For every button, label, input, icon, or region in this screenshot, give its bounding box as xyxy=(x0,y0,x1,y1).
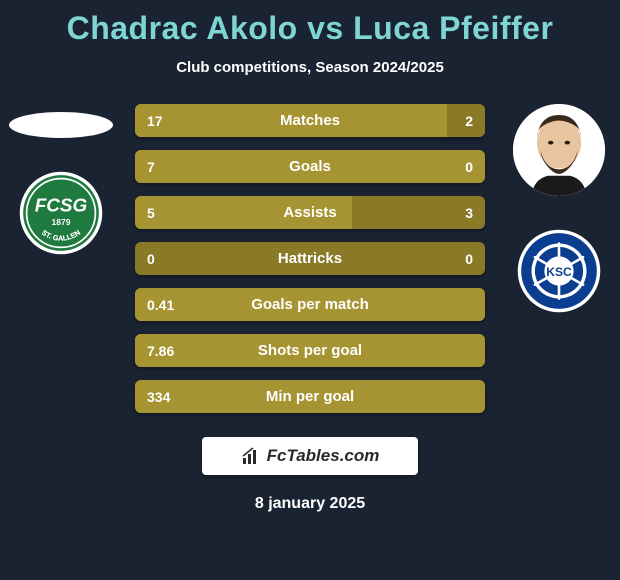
player-left-avatar xyxy=(9,112,113,138)
brand-badge: FcTables.com xyxy=(202,437,418,475)
stat-bar: 17Matches2 xyxy=(135,104,485,137)
page-title: Chadrac Akolo vs Luca Pfeiffer xyxy=(0,0,620,47)
stat-label: Hattricks xyxy=(135,250,485,267)
stat-bar: 0.41Goals per match xyxy=(135,288,485,321)
stat-value-right: 2 xyxy=(465,113,473,129)
stat-bar: 7Goals0 xyxy=(135,150,485,183)
stat-bar: 7.86Shots per goal xyxy=(135,334,485,367)
stat-label: Goals xyxy=(135,158,485,175)
stat-label: Shots per goal xyxy=(135,342,485,359)
chart-icon xyxy=(241,446,261,466)
stat-label: Matches xyxy=(135,112,485,129)
stat-label: Assists xyxy=(135,204,485,221)
footer-date: 8 january 2025 xyxy=(0,495,620,513)
svg-text:1879: 1879 xyxy=(51,217,70,227)
stat-value-right: 0 xyxy=(465,159,473,175)
brand-text: FcTables.com xyxy=(267,446,380,466)
left-player-column: FCSG 1879 ST. GALLEN ST. GALLEN xyxy=(8,104,114,256)
stat-label: Goals per match xyxy=(135,296,485,313)
page-subtitle: Club competitions, Season 2024/2025 xyxy=(0,59,620,76)
stat-bar: 0Hattricks0 xyxy=(135,242,485,275)
svg-text:FCSG: FCSG xyxy=(35,195,88,216)
stat-bar: 5Assists3 xyxy=(135,196,485,229)
stat-value-right: 3 xyxy=(465,205,473,221)
svg-text:KSC: KSC xyxy=(546,265,572,279)
right-player-column: KSC xyxy=(506,104,612,314)
stat-label: Min per goal xyxy=(135,388,485,405)
player-right-avatar xyxy=(513,104,605,196)
stat-value-right: 0 xyxy=(465,251,473,267)
comparison-main: FCSG 1879 ST. GALLEN ST. GALLEN xyxy=(0,104,620,413)
player-right-club-badge: KSC xyxy=(516,228,602,314)
player-left-club-badge: FCSG 1879 ST. GALLEN ST. GALLEN xyxy=(18,170,104,256)
stat-bar: 334Min per goal xyxy=(135,380,485,413)
face-icon xyxy=(513,104,605,196)
stat-bars: 17Matches27Goals05Assists30Hattricks00.4… xyxy=(135,104,485,413)
